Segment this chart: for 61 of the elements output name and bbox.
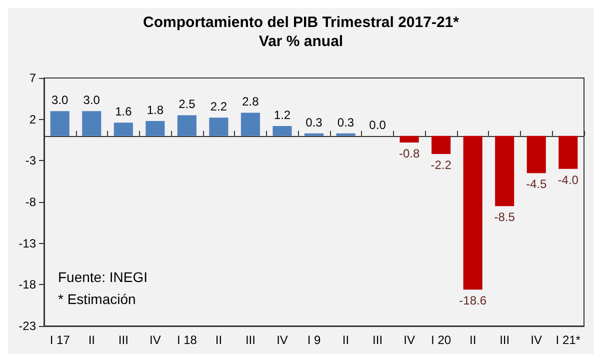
x-tick-label: III <box>372 333 383 347</box>
data-label: 1.2 <box>274 108 291 122</box>
data-label: -8.5 <box>494 210 516 224</box>
bar <box>526 136 546 174</box>
y-tick-label: -8 <box>25 195 36 209</box>
x-tick-label: II <box>88 333 95 347</box>
bar <box>114 122 133 136</box>
data-label: 0.0 <box>369 118 386 132</box>
y-tick-label: -18 <box>18 278 36 292</box>
x-tick-label: IV <box>404 333 415 347</box>
bar <box>400 136 419 142</box>
y-tick-label: -23 <box>18 319 36 333</box>
y-tick-label: 7 <box>29 71 36 85</box>
bar <box>495 136 514 206</box>
bar <box>558 136 578 169</box>
data-label: 0.3 <box>337 115 354 130</box>
x-tick-label: I 17 <box>50 333 70 347</box>
chart-subtitle: Var % anual <box>258 33 344 50</box>
bar <box>82 111 102 136</box>
x-tick-label: II <box>469 333 476 347</box>
data-label: 2.5 <box>178 97 196 112</box>
x-tick-label: III <box>500 333 510 347</box>
bar <box>272 126 292 136</box>
x-tick-label: III <box>118 333 128 347</box>
bar <box>209 118 228 136</box>
bar <box>304 133 324 136</box>
annotation: Fuente: INEGI <box>58 269 148 285</box>
data-label: 1.6 <box>115 104 132 119</box>
data-label: -4.5 <box>526 177 548 192</box>
x-tick-label: IV <box>530 333 542 347</box>
x-tick-label: IV <box>150 333 161 347</box>
x-tick-label: IV <box>276 333 288 347</box>
bar <box>432 136 451 154</box>
bar <box>336 133 356 136</box>
y-tick-label: -13 <box>18 236 36 250</box>
data-label: 3.0 <box>83 93 100 108</box>
x-tick-label: I 20 <box>431 333 452 347</box>
y-tick-label: -3 <box>25 154 36 168</box>
x-tick-label: II <box>342 333 350 347</box>
y-tick-label: 2 <box>29 112 36 126</box>
data-label: 3.0 <box>52 93 69 108</box>
x-tick-label: I 21* <box>556 333 581 347</box>
x-tick-label: III <box>245 333 256 347</box>
chart-title: Comportamiento del PIB Trimestral 2017-21* <box>143 14 460 31</box>
bar <box>463 136 482 290</box>
x-tick-label: I 18 <box>176 333 198 347</box>
data-label: 1.8 <box>146 102 164 117</box>
annotation: * Estimación <box>58 291 136 307</box>
x-tick-label: II <box>215 333 222 347</box>
x-tick-label: I 9 <box>307 333 321 347</box>
data-label: -2.2 <box>430 158 452 172</box>
bar <box>240 112 260 136</box>
data-label: 2.8 <box>242 94 260 109</box>
bar <box>146 120 165 136</box>
bar <box>177 115 196 136</box>
data-label: -4.0 <box>558 172 579 187</box>
data-label: -0.8 <box>398 146 420 160</box>
data-label: 0.3 <box>306 115 323 130</box>
data-label: 2.2 <box>210 100 228 114</box>
data-label: -18.6 <box>459 294 487 308</box>
bar <box>50 111 70 136</box>
